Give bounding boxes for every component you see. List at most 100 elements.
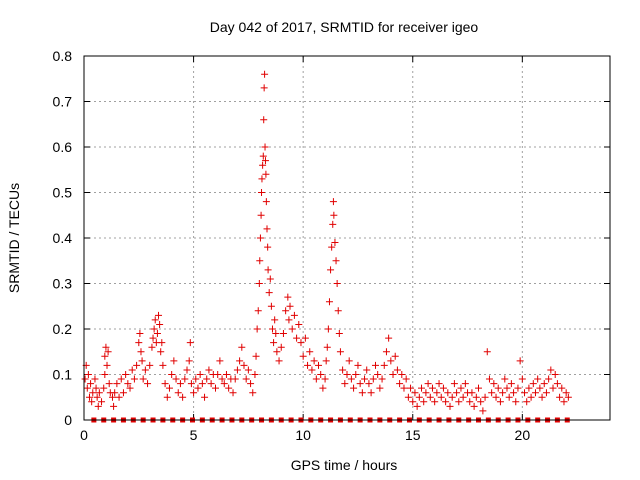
data-point xyxy=(139,375,147,383)
data-point xyxy=(457,384,465,392)
data-point xyxy=(496,398,504,406)
data-point xyxy=(382,348,390,356)
data-point xyxy=(475,384,482,392)
data-point xyxy=(398,371,406,378)
data-point xyxy=(144,380,152,388)
data-point xyxy=(358,389,366,397)
data-point xyxy=(310,357,318,365)
series-srmtid xyxy=(81,70,572,415)
data-point xyxy=(343,371,351,378)
data-point xyxy=(553,380,561,388)
data-point xyxy=(124,380,132,388)
data-point xyxy=(277,343,285,351)
data-point xyxy=(146,361,154,369)
y-tick-label: 0.7 xyxy=(53,94,73,110)
data-point xyxy=(264,266,272,274)
data-point xyxy=(433,389,441,397)
x-tick-label: 20 xyxy=(515,427,531,443)
data-point xyxy=(409,398,417,406)
data-point xyxy=(564,393,572,401)
data-point xyxy=(163,393,171,401)
data-point xyxy=(286,302,294,310)
data-point xyxy=(334,307,342,315)
data-point xyxy=(155,311,163,319)
data-point xyxy=(186,339,194,347)
data-point xyxy=(510,389,518,397)
data-point xyxy=(361,375,369,383)
data-point xyxy=(101,371,109,378)
x-tick-labels: 0 5 10 15 20 xyxy=(80,427,530,443)
data-point xyxy=(253,325,261,333)
data-point xyxy=(442,398,450,406)
data-point xyxy=(261,143,269,151)
data-point xyxy=(159,361,167,369)
data-point xyxy=(190,389,198,397)
data-point xyxy=(400,384,408,392)
data-point xyxy=(323,343,331,351)
data-point xyxy=(479,407,487,415)
data-point xyxy=(331,239,339,247)
data-point xyxy=(542,389,550,397)
data-point xyxy=(321,375,329,383)
data-point xyxy=(459,393,467,401)
data-point xyxy=(374,371,382,378)
data-point xyxy=(389,371,397,378)
data-point xyxy=(499,389,507,397)
data-point xyxy=(122,371,130,378)
data-point xyxy=(136,330,144,338)
data-point xyxy=(540,380,548,388)
data-point xyxy=(288,325,296,333)
data-point xyxy=(335,330,343,338)
data-point xyxy=(260,116,268,124)
data-point xyxy=(450,380,458,388)
data-point xyxy=(380,361,388,369)
data-point xyxy=(252,352,260,360)
x-tick-label: 10 xyxy=(295,427,311,443)
data-point xyxy=(332,257,340,265)
data-point xyxy=(352,371,360,378)
data-point xyxy=(91,375,99,383)
data-point xyxy=(119,389,127,397)
data-point xyxy=(87,380,95,388)
data-point xyxy=(231,375,239,383)
data-point xyxy=(135,339,143,347)
data-point xyxy=(111,389,119,397)
data-point xyxy=(256,257,264,265)
data-point xyxy=(225,384,233,392)
y-tick-label: 0.5 xyxy=(53,185,73,201)
data-point xyxy=(415,393,423,401)
data-point xyxy=(220,380,228,388)
plot-frame xyxy=(83,55,611,421)
data-point xyxy=(324,325,332,333)
data-point xyxy=(218,375,226,383)
data-point xyxy=(290,311,298,319)
data-point xyxy=(536,384,544,392)
data-point xyxy=(181,375,189,383)
data-point xyxy=(268,325,276,333)
data-point xyxy=(258,189,266,196)
data-point xyxy=(137,348,145,356)
data-point xyxy=(185,357,193,365)
data-point xyxy=(472,393,480,401)
data-point xyxy=(194,384,202,392)
data-point xyxy=(238,343,246,351)
data-point xyxy=(301,334,309,342)
data-point xyxy=(284,293,292,301)
data-point xyxy=(161,380,169,388)
data-point xyxy=(322,357,330,365)
data-point xyxy=(259,152,267,160)
data-point xyxy=(295,320,303,328)
data-point xyxy=(422,389,430,397)
data-point xyxy=(329,220,337,228)
data-point xyxy=(251,371,259,378)
data-point xyxy=(117,375,125,383)
data-point xyxy=(317,371,325,378)
data-point xyxy=(505,393,513,401)
data-point xyxy=(376,384,384,392)
data-point xyxy=(354,361,362,369)
data-point xyxy=(529,380,537,388)
y-tick-label: 0.8 xyxy=(53,48,73,64)
data-point xyxy=(285,316,293,324)
data-point xyxy=(98,398,106,406)
